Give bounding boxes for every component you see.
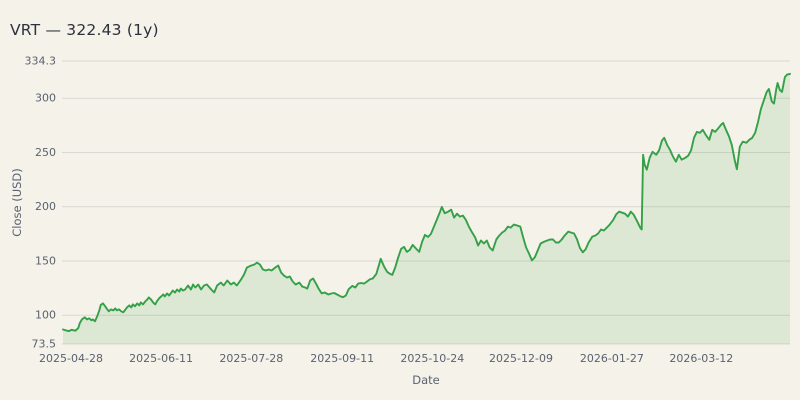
y-tick-label: 73.5: [32, 338, 57, 351]
y-tick-label: 334.3: [25, 55, 57, 68]
y-tick-label: 250: [35, 146, 56, 159]
x-tick-label: 2025-07-28: [219, 352, 283, 365]
x-tick-label: 2025-04-28: [39, 352, 103, 365]
price-line: [62, 72, 791, 333]
x-tick-label: 2025-06-11: [129, 352, 193, 365]
y-tick-label: 300: [35, 92, 56, 105]
price-area: [63, 73, 790, 345]
y-tick-label: 100: [35, 309, 56, 322]
x-tick-label: 2025-09-11: [310, 352, 374, 365]
x-axis-title: Date: [412, 373, 440, 387]
y-tick-label: 200: [35, 200, 56, 213]
y-tick-label: 150: [35, 255, 56, 268]
y-axis-title: Close (USD): [10, 168, 24, 237]
chart-title: VRT — 322.43 (1y): [10, 21, 159, 39]
x-tick-label: 2025-10-24: [400, 352, 464, 365]
x-tick-label: 2026-01-27: [580, 352, 644, 365]
x-tick-label: 2026-03-12: [669, 352, 733, 365]
x-tick-label: 2025-12-09: [489, 352, 553, 365]
